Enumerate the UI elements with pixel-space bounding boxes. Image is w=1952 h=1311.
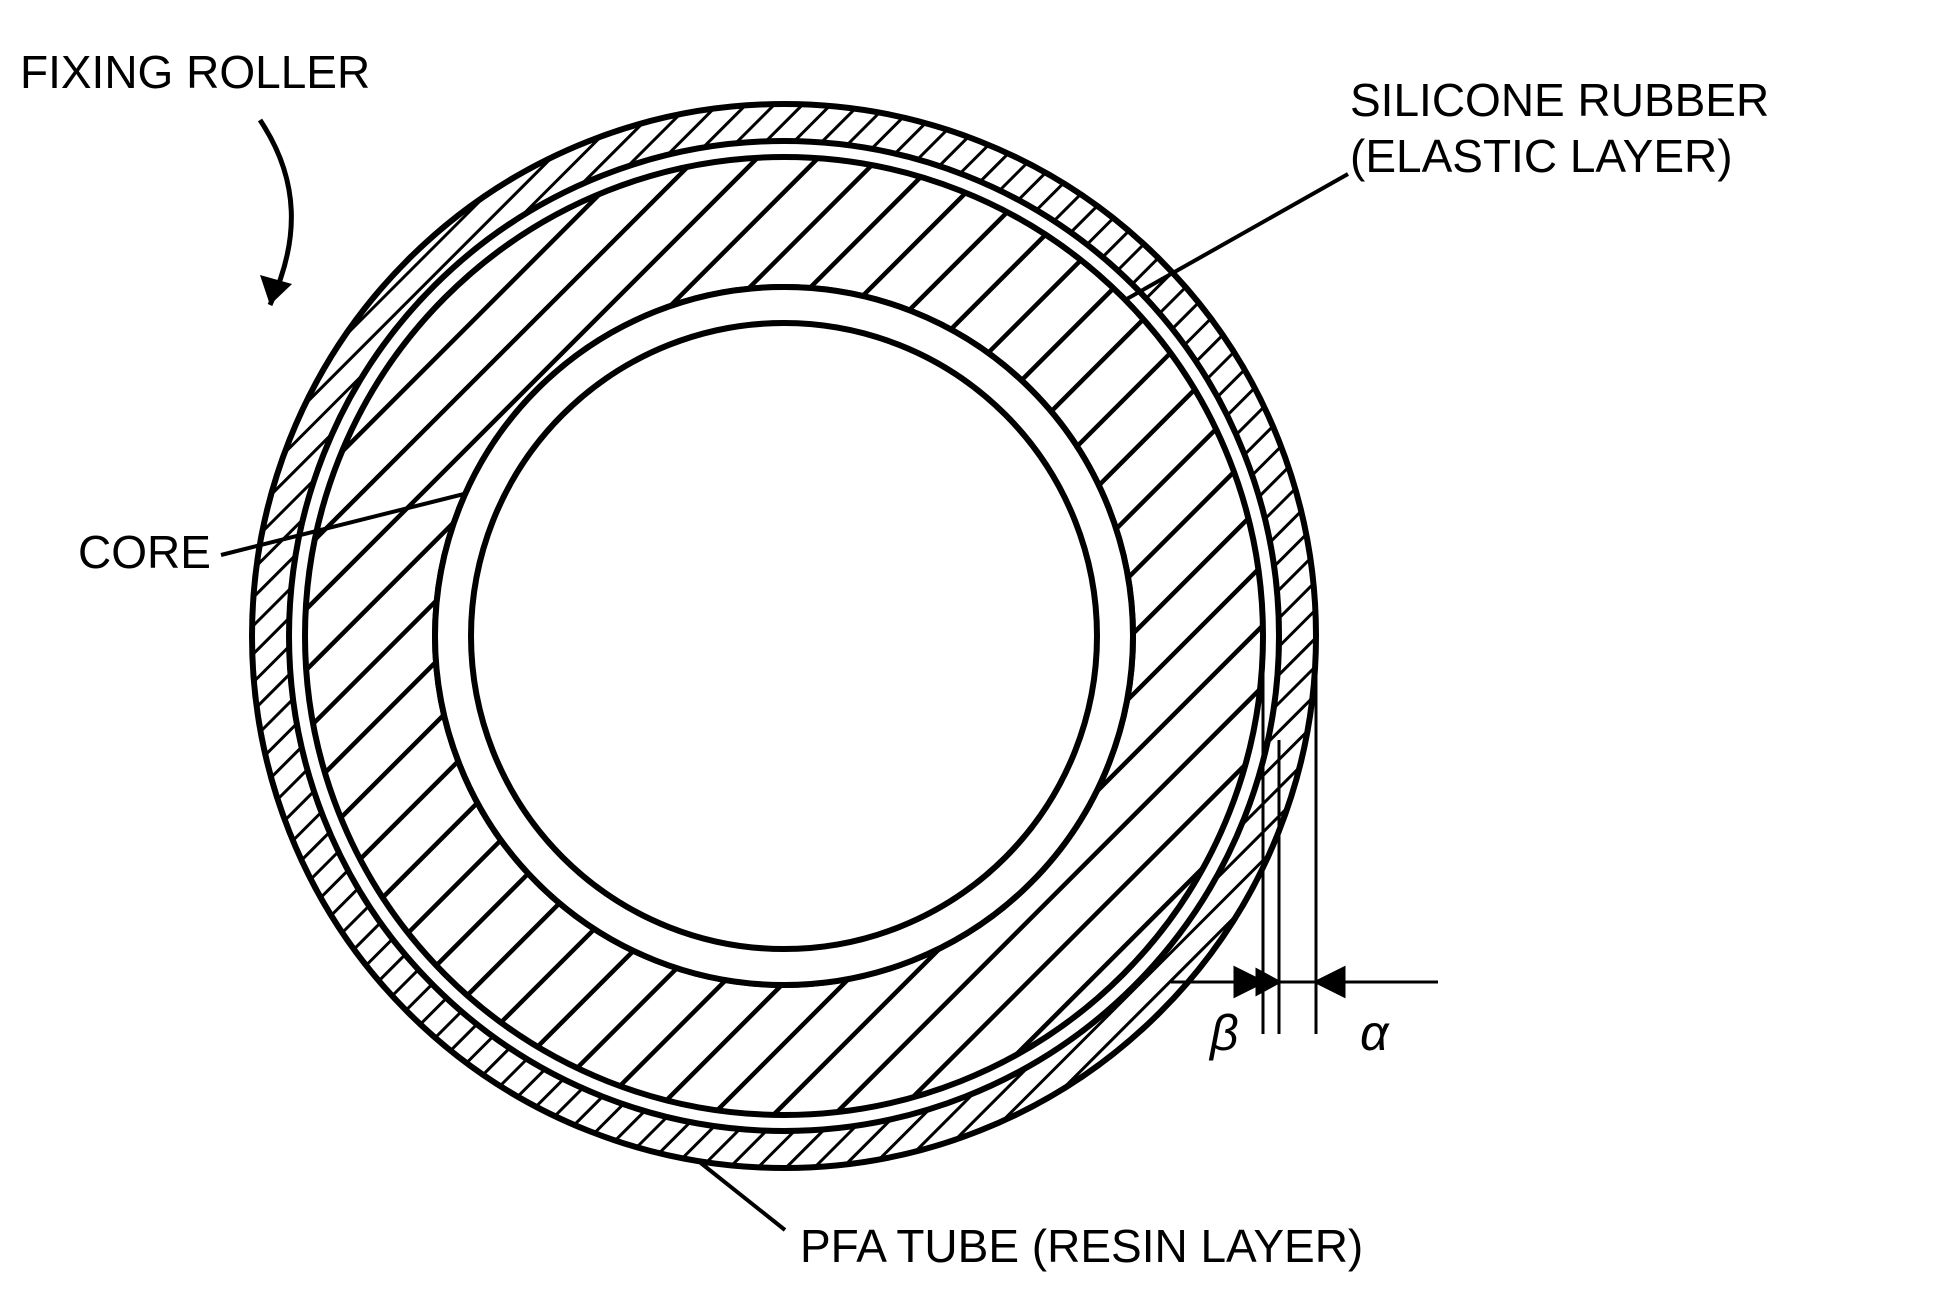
silicone-rubber-label-l1: SILICONE RUBBER <box>1350 74 1769 126</box>
core-inner-circle <box>471 323 1097 949</box>
diagram-root: FIXING ROLLER SILICONE RUBBER (ELASTIC L… <box>0 0 1952 1311</box>
silicone-rubber-label-l2: (ELASTIC LAYER) <box>1350 130 1733 182</box>
core-ring <box>435 287 1133 985</box>
beta-label: β <box>1208 1005 1239 1061</box>
core-label: CORE <box>78 526 211 578</box>
alpha-label: α <box>1360 1005 1390 1061</box>
pfa-tube-label: PFA TUBE (RESIN LAYER) <box>800 1220 1363 1272</box>
fixing-roller-label: FIXING ROLLER <box>20 46 370 98</box>
